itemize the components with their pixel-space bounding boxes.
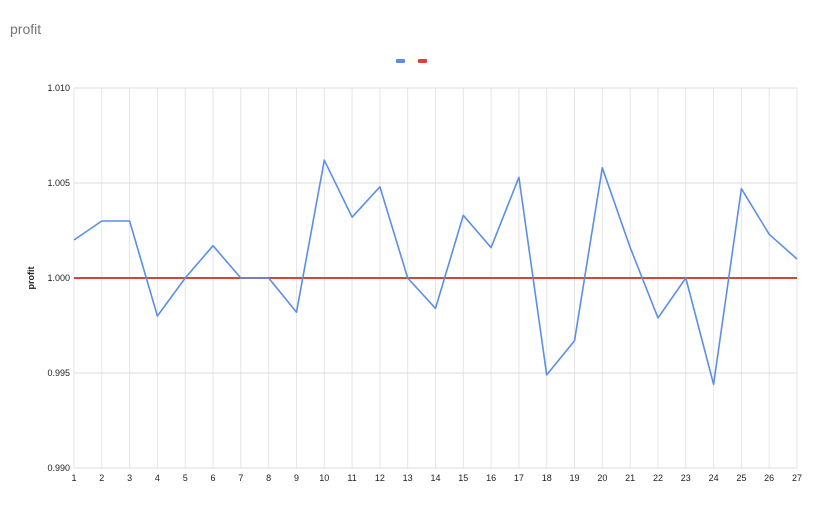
legend-swatch xyxy=(418,59,427,63)
x-tick-label: 6 xyxy=(211,473,216,483)
series-lines xyxy=(73,159,798,386)
x-tick-label: 11 xyxy=(347,473,356,483)
series-line xyxy=(73,159,798,386)
x-tick-label: 8 xyxy=(266,473,271,483)
x-tick-label: 15 xyxy=(458,473,468,483)
y-axis-label: profit xyxy=(26,267,36,290)
x-tick-label: 14 xyxy=(430,473,440,483)
x-tick-label: 16 xyxy=(486,473,496,483)
x-tick-label: 18 xyxy=(542,473,552,483)
x-axis-ticks: 1 2 3 4 5 6 7 8 9 10 11 12 13 14 15 16 17 18 19 20 21 22 23 24 2… xyxy=(71,473,802,483)
x-tick-label: 3 xyxy=(127,473,132,483)
legend-swatch xyxy=(396,59,405,63)
x-tick-label: 21 xyxy=(625,473,635,483)
x-tick-label: 9 xyxy=(294,473,299,483)
legend xyxy=(396,59,427,63)
x-tick-label: 22 xyxy=(653,473,663,483)
x-tick-label: 5 xyxy=(183,473,188,483)
x-tick-label: 7 xyxy=(238,473,243,483)
x-tick-label: 4 xyxy=(155,473,160,483)
x-tick-label: 24 xyxy=(709,473,719,483)
x-tick-label: 2 xyxy=(99,473,104,483)
x-tick-label: 25 xyxy=(736,473,746,483)
x-tick-label: 19 xyxy=(570,473,580,483)
y-axis-ticks: 0.990 0.995 1.000 1.005 1.010 xyxy=(47,83,70,473)
x-tick-label: 10 xyxy=(319,473,329,483)
y-tick-label: 1.010 xyxy=(47,83,70,93)
y-tick-label: 1.005 xyxy=(47,178,70,188)
x-tick-label: 27 xyxy=(792,473,802,483)
y-tick-label: 0.995 xyxy=(47,368,70,378)
y-tick-label: 1.000 xyxy=(47,273,70,283)
y-tick-label: 0.990 xyxy=(47,463,70,473)
x-tick-label: 17 xyxy=(514,473,524,483)
x-tick-label: 26 xyxy=(764,473,774,483)
x-tick-label: 13 xyxy=(403,473,413,483)
x-tick-label: 12 xyxy=(375,473,385,483)
x-tick-label: 1 xyxy=(71,473,76,483)
x-tick-label: 20 xyxy=(597,473,607,483)
x-tick-label: 23 xyxy=(681,473,691,483)
chart-title: profit xyxy=(10,21,42,37)
